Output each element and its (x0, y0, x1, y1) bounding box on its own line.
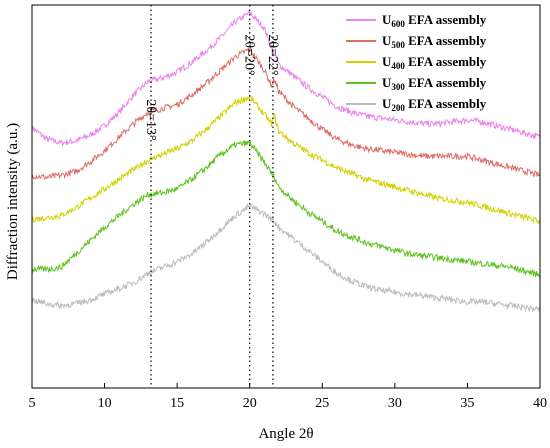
legend-label: U600 EFA assembly (382, 12, 487, 29)
x-tick-label: 10 (98, 396, 112, 411)
x-tick-label: 5 (29, 396, 36, 411)
x-tick-label: 30 (388, 396, 402, 411)
plot-frame (31, 4, 541, 389)
series-line-300 (31, 140, 541, 278)
reference-label: 2θ=22° (265, 34, 280, 75)
legend-item-600: U600 EFA assembly (346, 12, 487, 29)
x-tick-label: 35 (460, 396, 474, 411)
legend-item-500: U500 EFA assembly (346, 33, 487, 50)
series-line-600 (31, 9, 541, 147)
reference-lines (150, 5, 274, 388)
legend-label: U200 EFA assembly (382, 96, 487, 113)
series-line-200 (31, 202, 541, 313)
legend-label: U300 EFA assembly (382, 75, 487, 92)
x-tick-label: 25 (315, 396, 329, 411)
series-line-400 (31, 94, 541, 225)
legend-item-300: U300 EFA assembly (346, 75, 487, 92)
legend-item-400: U400 EFA assembly (346, 54, 487, 71)
reference-label: 2θ=13° (143, 99, 158, 140)
series-lines (31, 9, 541, 313)
y-axis-title: Diffraction intensity (a.u.) (5, 123, 21, 280)
legend-label: U500 EFA assembly (382, 33, 487, 50)
legend: U600 EFA assembly U500 EFA assembly U400 E… (346, 12, 487, 113)
x-axis-title: Angle 2θ (258, 426, 313, 442)
x-tick-label: 20 (243, 396, 257, 411)
legend-label: U400 EFA assembly (382, 54, 487, 71)
x-tick-label: 15 (170, 396, 184, 411)
reference-labels: 2θ=13° 2θ=20° 2θ=22° (143, 34, 280, 140)
reference-label: 2θ=20° (242, 34, 257, 75)
series-line-500 (31, 45, 541, 180)
x-axis-ticks: 5 10 15 20 25 30 35 40 (29, 383, 547, 411)
legend-item-200: U200 EFA assembly (346, 96, 487, 113)
x-tick-label: 40 (533, 396, 547, 411)
